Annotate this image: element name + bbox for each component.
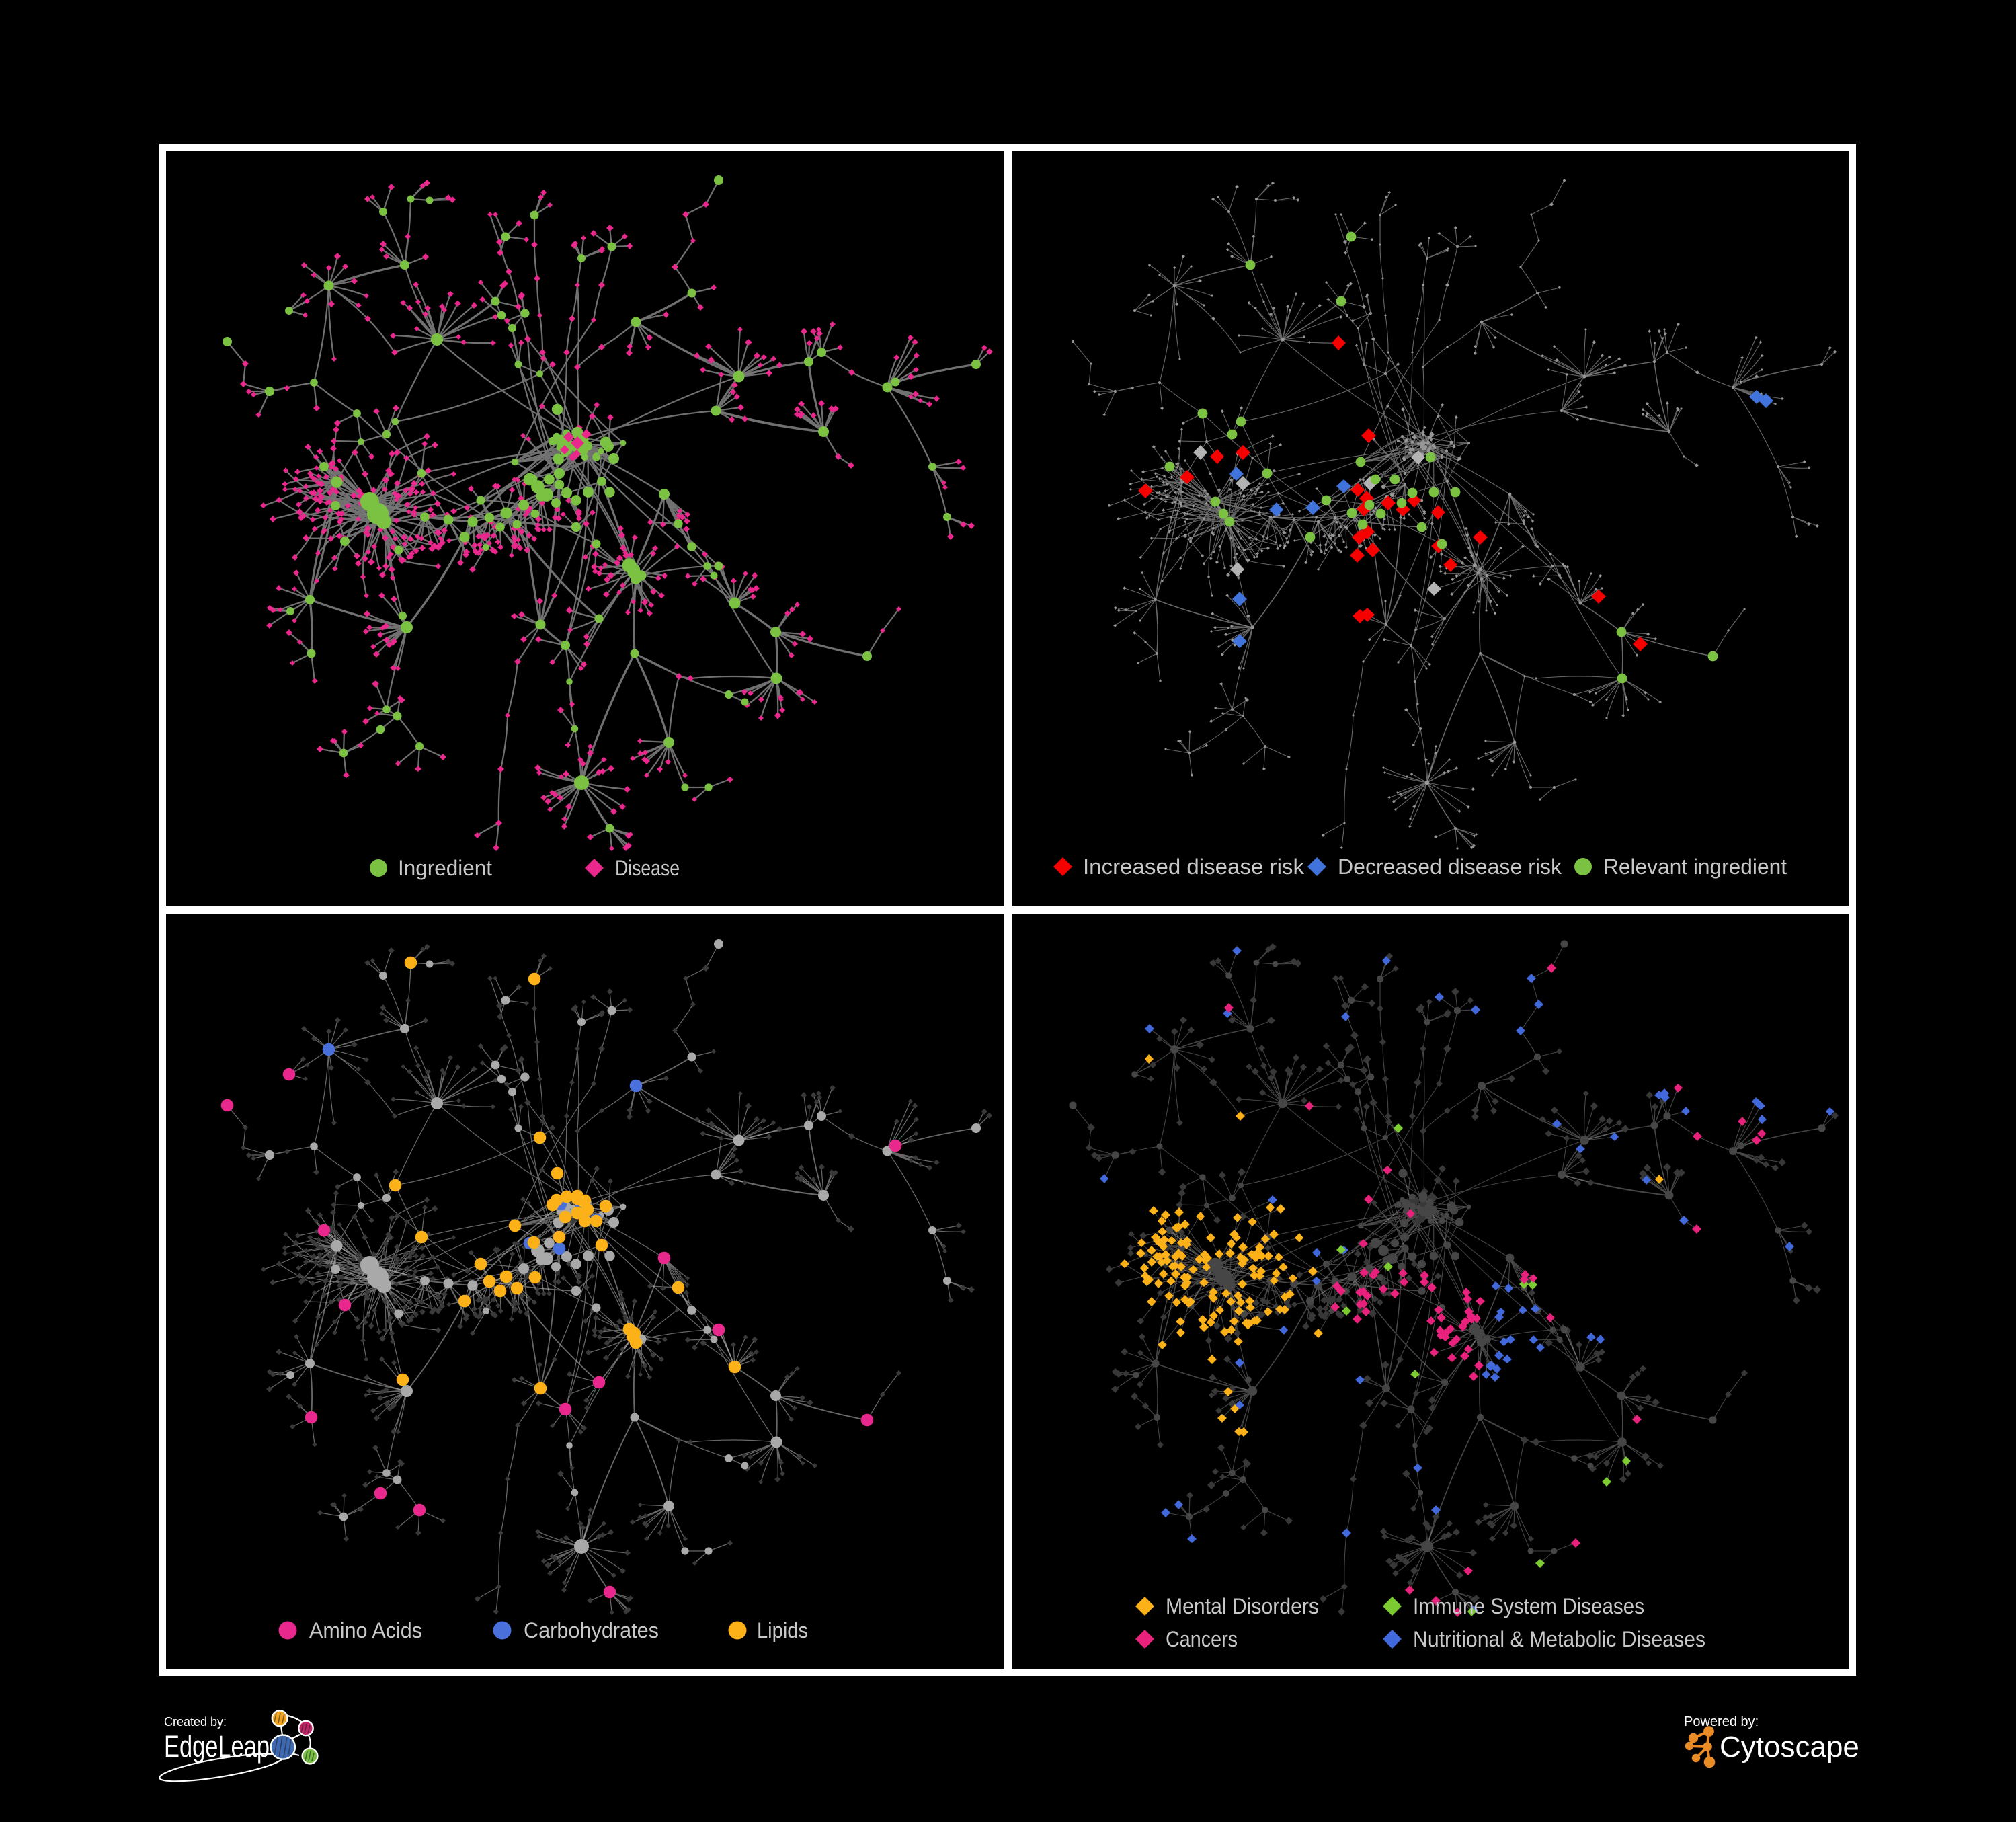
svg-text:Cancers: Cancers: [1166, 1627, 1238, 1651]
svg-text:Lipids: Lipids: [757, 1618, 808, 1642]
svg-text:Created by:: Created by:: [164, 1715, 227, 1729]
svg-text:Amino Acids: Amino Acids: [309, 1618, 422, 1642]
svg-text:Decreased disease risk: Decreased disease risk: [1338, 855, 1562, 879]
svg-text:Relevant ingredient: Relevant ingredient: [1603, 855, 1787, 879]
svg-text:Mental Disorders: Mental Disorders: [1166, 1594, 1319, 1618]
svg-text:Powered by:: Powered by:: [1684, 1714, 1759, 1729]
svg-text:Carbohydrates: Carbohydrates: [524, 1618, 659, 1642]
svg-text:Nutritional & Metabolic Diseas: Nutritional & Metabolic Diseases: [1413, 1627, 1705, 1651]
svg-text:EdgeLeap: EdgeLeap: [164, 1729, 270, 1764]
svg-text:Immune System Diseases: Immune System Diseases: [1413, 1594, 1644, 1618]
svg-text:Disease: Disease: [615, 856, 680, 880]
svg-text:Increased disease risk: Increased disease risk: [1083, 855, 1305, 879]
svg-text:Ingredient: Ingredient: [398, 856, 492, 880]
svg-text:Cytoscape: Cytoscape: [1720, 1731, 1859, 1764]
